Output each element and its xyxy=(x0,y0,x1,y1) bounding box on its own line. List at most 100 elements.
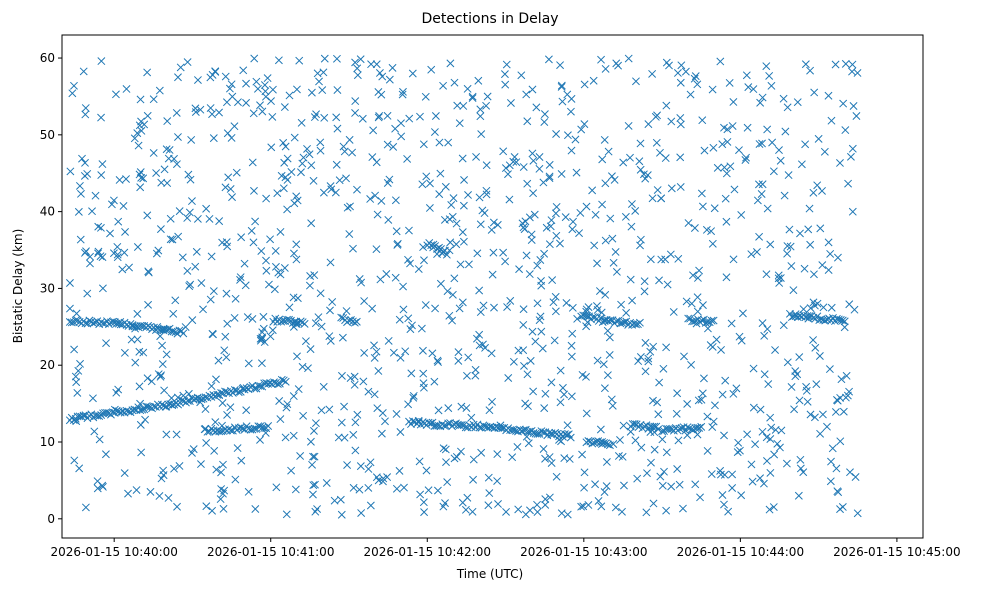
data-point xyxy=(567,341,576,350)
data-point xyxy=(484,501,493,510)
data-point xyxy=(612,317,621,326)
data-point xyxy=(652,138,661,147)
data-point xyxy=(120,248,129,257)
data-point xyxy=(443,287,452,296)
data-point xyxy=(545,240,554,249)
data-point xyxy=(541,389,550,398)
data-point xyxy=(202,204,211,213)
data-point xyxy=(573,314,582,323)
x-axis-label: Time (UTC) xyxy=(456,567,523,581)
data-point xyxy=(454,356,463,365)
x-tick-label: 2026-01-15 10:41:00 xyxy=(207,545,334,559)
data-point xyxy=(240,259,249,268)
data-point xyxy=(441,499,449,508)
data-point xyxy=(393,239,402,248)
data-point xyxy=(197,460,205,469)
data-point xyxy=(409,391,418,400)
x-tick-label: 2026-01-15 10:45:00 xyxy=(833,545,960,559)
data-point xyxy=(456,260,465,269)
data-point xyxy=(160,165,169,174)
data-point xyxy=(186,175,195,184)
data-point xyxy=(734,438,743,447)
data-point xyxy=(340,402,349,411)
data-point xyxy=(533,500,542,509)
data-point xyxy=(184,170,193,179)
data-point xyxy=(310,113,319,122)
data-point xyxy=(683,423,692,432)
data-point xyxy=(253,84,262,93)
data-point xyxy=(508,453,517,462)
data-point xyxy=(552,130,561,138)
data-point xyxy=(420,256,428,265)
data-point xyxy=(136,420,145,429)
data-point xyxy=(735,146,743,155)
data-point xyxy=(578,370,587,379)
data-point xyxy=(285,303,294,312)
data-point xyxy=(517,71,526,80)
data-point xyxy=(398,90,407,99)
data-point xyxy=(499,248,508,257)
data-point xyxy=(786,242,795,251)
data-point xyxy=(226,184,235,193)
data-point xyxy=(95,435,104,444)
data-point xyxy=(191,104,200,113)
x-axis: 2026-01-15 10:40:00 2026-01-15 10:41:00 20… xyxy=(50,538,961,559)
data-point xyxy=(763,457,771,465)
data-point xyxy=(297,168,305,177)
data-point xyxy=(272,483,281,492)
data-point xyxy=(552,472,561,481)
data-point xyxy=(427,65,436,74)
data-point xyxy=(718,140,727,149)
data-point xyxy=(468,507,477,516)
data-point xyxy=(392,484,401,493)
data-point xyxy=(351,108,360,117)
data-point xyxy=(136,95,145,104)
data-point xyxy=(529,156,538,165)
data-point xyxy=(609,258,618,267)
data-point xyxy=(307,219,316,228)
data-point xyxy=(514,505,523,514)
data-point xyxy=(378,72,387,81)
data-point xyxy=(384,215,393,224)
data-point xyxy=(713,163,722,172)
data-point xyxy=(231,294,240,303)
data-point xyxy=(75,181,84,190)
data-point xyxy=(624,121,633,130)
data-point xyxy=(603,371,612,380)
data-point xyxy=(720,500,728,509)
data-point xyxy=(689,271,697,280)
data-point xyxy=(749,364,758,373)
data-point xyxy=(602,482,611,491)
data-point xyxy=(454,348,463,357)
data-point xyxy=(230,122,239,131)
data-point xyxy=(435,190,444,199)
data-point xyxy=(776,156,785,165)
data-point xyxy=(298,159,307,168)
data-point xyxy=(248,314,257,323)
data-point xyxy=(596,425,605,434)
scatter-marks xyxy=(65,54,862,519)
data-point xyxy=(372,158,381,167)
data-point xyxy=(289,392,298,401)
data-point xyxy=(695,266,704,275)
data-point xyxy=(256,382,265,390)
data-point xyxy=(532,103,541,112)
data-point xyxy=(157,325,166,334)
data-point xyxy=(667,482,676,491)
data-point xyxy=(756,474,765,483)
data-point xyxy=(316,289,325,298)
data-point xyxy=(219,504,228,513)
data-point xyxy=(115,176,124,184)
data-point xyxy=(83,289,92,298)
data-point xyxy=(821,316,830,325)
data-point xyxy=(631,436,640,445)
data-point xyxy=(331,188,340,197)
data-point xyxy=(343,203,352,212)
data-point xyxy=(767,81,776,90)
data-point xyxy=(523,370,532,379)
data-point xyxy=(575,229,584,238)
data-point xyxy=(475,193,484,202)
data-point xyxy=(257,359,266,368)
data-point xyxy=(758,427,767,436)
data-point xyxy=(159,401,168,410)
